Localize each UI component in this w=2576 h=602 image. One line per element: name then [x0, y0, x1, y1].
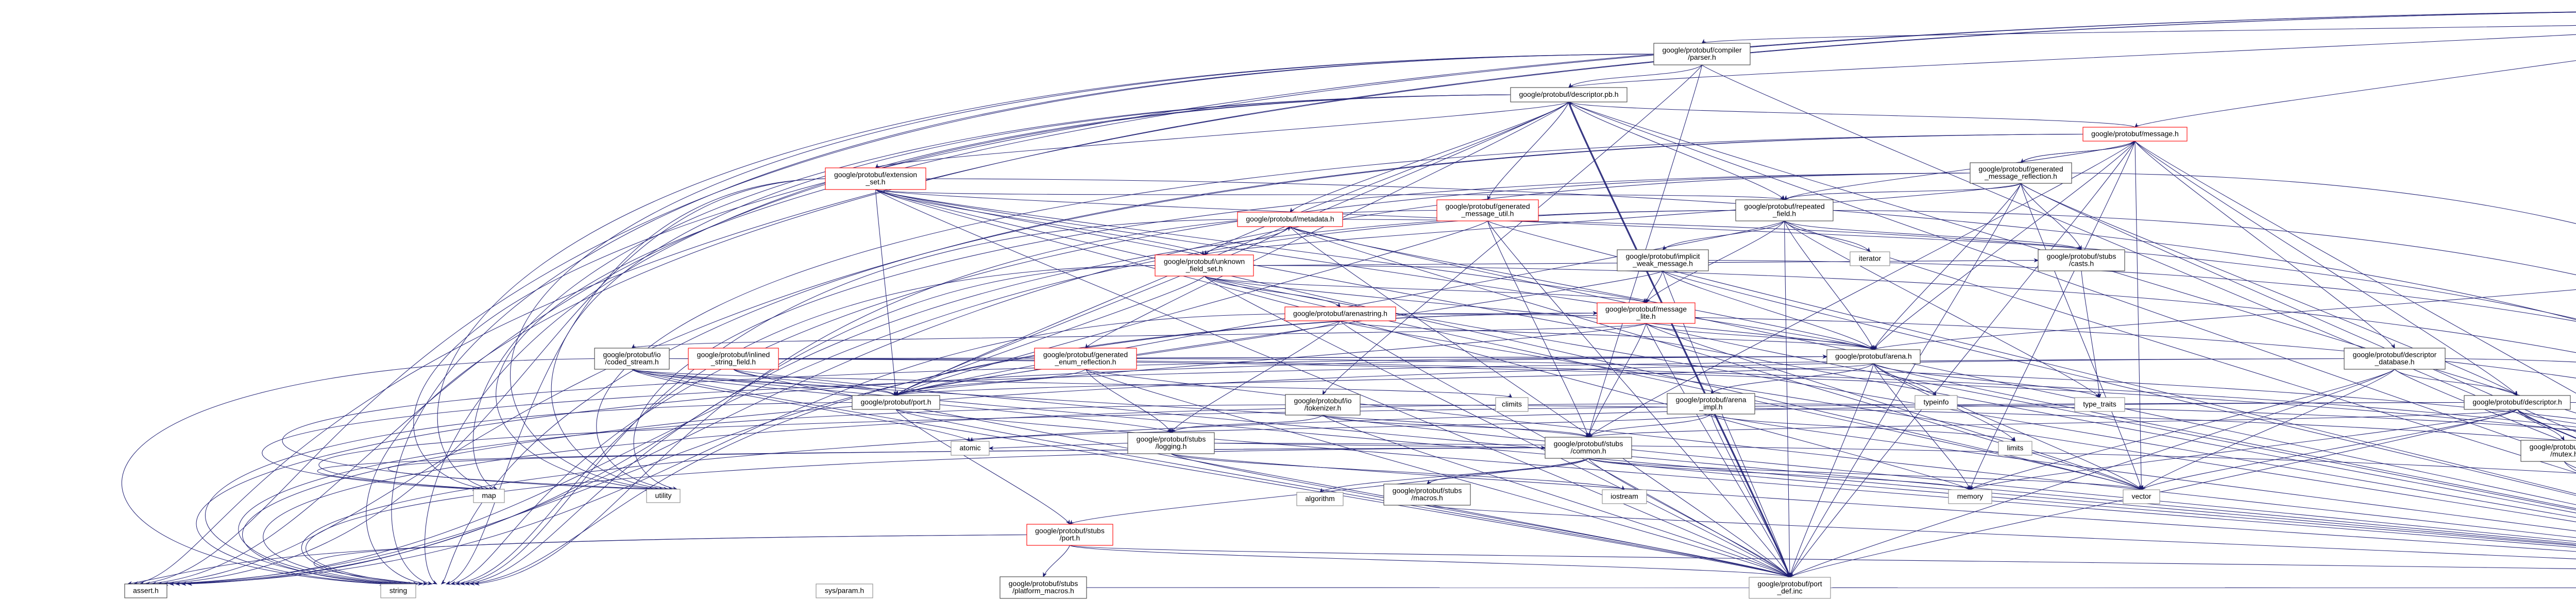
svg-text:atomic: atomic [959, 443, 980, 452]
svg-text:/macros.h: /macros.h [1411, 493, 1443, 502]
svg-text:/platform_macros.h: /platform_macros.h [1012, 587, 1074, 595]
svg-text:/parser.h: /parser.h [1688, 53, 1716, 61]
svg-text:_message_util.h: _message_util.h [1461, 209, 1514, 217]
svg-text:_weak_message.h: _weak_message.h [1632, 259, 1693, 267]
svg-text:iostream: iostream [1611, 492, 1638, 500]
svg-text:memory: memory [1957, 492, 1984, 500]
svg-text:typeinfo: typeinfo [1923, 398, 1948, 406]
svg-text:utility: utility [655, 491, 672, 500]
svg-text:google/protobuf/metadata.h: google/protobuf/metadata.h [1246, 215, 1334, 223]
svg-text:/mutex.h: /mutex.h [2550, 450, 2576, 458]
svg-text:string: string [389, 586, 407, 594]
svg-text:algorithm: algorithm [1305, 494, 1335, 503]
svg-text:map: map [482, 491, 496, 500]
svg-text:google/protobuf/descriptor.h: google/protobuf/descriptor.h [2472, 398, 2562, 406]
svg-text:sys/param.h: sys/param.h [825, 586, 864, 594]
svg-text:google/protobuf/arenastring.h: google/protobuf/arenastring.h [1293, 309, 1387, 317]
svg-text:/coded_stream.h: /coded_stream.h [605, 357, 658, 366]
svg-text:_lite.h: _lite.h [1636, 312, 1655, 320]
svg-text:/casts.h: /casts.h [2069, 259, 2094, 267]
svg-text:assert.h: assert.h [133, 586, 159, 594]
svg-text:google/protobuf/descriptor.pb.: google/protobuf/descriptor.pb.h [1519, 90, 1618, 98]
svg-text:_field.h: _field.h [1772, 209, 1796, 217]
svg-text:climits: climits [1502, 400, 1522, 408]
svg-text:google/protobuf/message.h: google/protobuf/message.h [2091, 129, 2179, 137]
svg-text:_enum_reflection.h: _enum_reflection.h [1054, 357, 1116, 366]
svg-text:/logging.h: /logging.h [1156, 442, 1187, 450]
svg-text:_database.h: _database.h [2374, 357, 2414, 366]
svg-text:google/protobuf/arena.h: google/protobuf/arena.h [1835, 352, 1912, 360]
svg-text:_string_field.h: _string_field.h [710, 357, 756, 366]
svg-text:iterator: iterator [1859, 254, 1882, 262]
svg-text:vector: vector [2131, 492, 2151, 500]
svg-text:/port.h: /port.h [1060, 534, 1080, 542]
svg-text:_message_reflection.h: _message_reflection.h [1984, 172, 2057, 180]
svg-text:/tokenizer.h: /tokenizer.h [1304, 404, 1342, 412]
svg-text:type_traits: type_traits [2083, 400, 2116, 408]
svg-text:_impl.h: _impl.h [1699, 403, 1722, 411]
svg-text:limits: limits [2007, 443, 2024, 452]
svg-text:_def.inc: _def.inc [1776, 587, 1802, 595]
svg-text:google/protobuf/port.h: google/protobuf/port.h [861, 398, 931, 406]
svg-text:_set.h: _set.h [865, 178, 885, 186]
svg-text:_field_set.h: _field_set.h [1185, 264, 1223, 272]
svg-text:/common.h: /common.h [1570, 446, 1606, 455]
